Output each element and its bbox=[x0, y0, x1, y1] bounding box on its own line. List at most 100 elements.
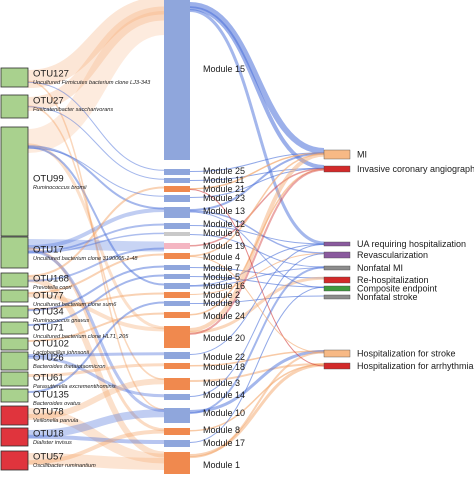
flow-module-10-to-nonfatal-mi bbox=[189, 266, 325, 415]
module-outcome-flows bbox=[189, 2, 325, 459]
module-bar bbox=[164, 243, 190, 249]
outcome-bar bbox=[323, 349, 351, 358]
module-node-module-1: Module 1 bbox=[164, 452, 240, 474]
otu-description: Prevotella copri bbox=[33, 285, 72, 291]
flow-module-2-to-revascularization bbox=[189, 252, 325, 295]
module-node-module-21: Module 21 bbox=[164, 184, 245, 194]
flow-module-20-to-invasive-coronary-angiography bbox=[189, 168, 325, 335]
module-node-module-2: Module 2 bbox=[164, 290, 240, 300]
otu-bar bbox=[0, 126, 29, 237]
module-label: Module 4 bbox=[203, 252, 240, 262]
outcome-bar bbox=[323, 165, 351, 173]
otu-bar bbox=[0, 289, 29, 303]
flow-module-13-to-mi bbox=[189, 152, 325, 211]
otu-label: OTU17 bbox=[33, 245, 64, 256]
module-node-module-12: Module 12 bbox=[164, 219, 245, 229]
otu-bar bbox=[0, 351, 29, 371]
flow-otu-otu57-to-module-1 bbox=[27, 453, 165, 470]
flow-module-12-to-ua-requiring-hospitalization bbox=[189, 225, 325, 245]
module-bar bbox=[164, 265, 190, 270]
module-bar bbox=[164, 440, 190, 447]
flow-module-15-to-mi bbox=[189, 2, 325, 154]
flow-otu-otu27-to-module-3 bbox=[27, 105, 165, 381]
otu-label: OTU102 bbox=[33, 339, 69, 350]
module-node-module-24: Module 24 bbox=[164, 311, 245, 321]
module-bar bbox=[164, 207, 190, 218]
otu-description: Uncultured bacterium clone 3190005-1-48 bbox=[33, 256, 138, 262]
module-label: Module 25 bbox=[203, 166, 245, 176]
module-node-module-5: Module 5 bbox=[164, 272, 240, 282]
outcome-bar bbox=[323, 276, 351, 284]
flow-module-21-to-hospitalization-for-arrhythmia bbox=[189, 189, 325, 367]
flow-module-16-to-nonfatal-mi bbox=[189, 267, 325, 287]
flow-otu-otu77-to-module-4 bbox=[27, 253, 165, 294]
otu-description: Ruminococcus gnavus bbox=[33, 318, 89, 324]
module-bar bbox=[164, 223, 190, 229]
module-label: Module 8 bbox=[203, 425, 240, 435]
outcome-node-hospitalization-for-stroke: Hospitalization for stroke bbox=[323, 349, 456, 359]
outcome-bar bbox=[323, 251, 351, 259]
outcome-label: Nonfatal stroke bbox=[357, 292, 418, 302]
module-node-module-7: Module 7 bbox=[164, 263, 240, 273]
flow-module-20-to-mi bbox=[189, 152, 325, 332]
flow-module-17-to-composite-endpoint bbox=[189, 286, 325, 443]
flow-otu-otu99-to-module-13 bbox=[27, 145, 165, 210]
module-label: Module 11 bbox=[203, 175, 244, 185]
otu-label: OTU34 bbox=[33, 307, 64, 318]
module-bar bbox=[164, 0, 190, 160]
otu-bar bbox=[0, 450, 29, 471]
outcome-node-composite-endpoint: Composite endpoint bbox=[323, 284, 438, 294]
flow-module-18-to-hospitalization-for-stroke bbox=[189, 350, 325, 367]
module-node-module-16: Module 16 bbox=[164, 281, 245, 291]
module-node-module-25: Module 25 bbox=[164, 166, 245, 176]
flow-otu-otu127-to-module-25 bbox=[27, 81, 165, 171]
otu-bar bbox=[0, 405, 29, 426]
module-node-module-22: Module 22 bbox=[164, 352, 245, 362]
flow-otu-otu78-to-module-1 bbox=[27, 408, 165, 464]
module-node-module-17: Module 17 bbox=[164, 438, 245, 448]
module-label: Module 3 bbox=[203, 378, 240, 388]
flow-otu-otu18-to-module-10 bbox=[27, 409, 165, 438]
module-bar bbox=[164, 232, 190, 236]
flow-otu-otu17-to-module-8 bbox=[27, 247, 165, 432]
otu-bar bbox=[0, 94, 29, 119]
otu-description: Oscillibacter ruminantium bbox=[33, 463, 96, 469]
module-node-module-3: Module 3 bbox=[164, 378, 240, 390]
module-node-module-11: Module 11 bbox=[164, 175, 244, 185]
otu-label: OTU27 bbox=[33, 96, 64, 107]
outcome-node-ua-requiring-hospitalization: UA requiring hospitalization bbox=[323, 239, 466, 249]
outcome-node-hospitalization-for-arrhythmia: Hospitalization for arrhythmia bbox=[323, 361, 474, 371]
flow-otu-otu102-to-module-24 bbox=[27, 312, 165, 342]
outcome-bar bbox=[323, 294, 351, 300]
flow-module-7-to-re-hospitalization bbox=[189, 267, 325, 279]
flow-module-4-to-hospitalization-for-stroke bbox=[189, 256, 325, 354]
module-label: Module 10 bbox=[203, 408, 245, 418]
otu-label: OTU78 bbox=[33, 407, 64, 418]
otu-description: Fusicatenibacter saccharivorans bbox=[33, 107, 113, 113]
flow-otu-otu27-to-module-15 bbox=[27, 6, 165, 111]
flow-otu-otu27-to-module-11 bbox=[27, 106, 165, 180]
outcome-label: Composite endpoint bbox=[357, 284, 438, 294]
module-bar bbox=[164, 186, 190, 192]
module-node-module-8: Module 8 bbox=[164, 425, 240, 435]
otu-bar bbox=[0, 371, 29, 387]
module-label: Module 5 bbox=[203, 272, 240, 282]
outcome-bar bbox=[323, 149, 351, 160]
outcome-node-nonfatal-stroke: Nonfatal stroke bbox=[323, 292, 418, 302]
outcome-label: Nonfatal MI bbox=[357, 263, 403, 273]
flow-module-21-to-mi bbox=[189, 152, 325, 190]
outcome-label: Hospitalization for stroke bbox=[357, 349, 456, 359]
flow-module-1-to-hospitalization-for-arrhythmia bbox=[189, 363, 325, 457]
otu-description: Uncultured Firmicutes bacterium clone LJ… bbox=[33, 80, 151, 86]
module-node-module-9: Module 9 bbox=[164, 298, 240, 308]
